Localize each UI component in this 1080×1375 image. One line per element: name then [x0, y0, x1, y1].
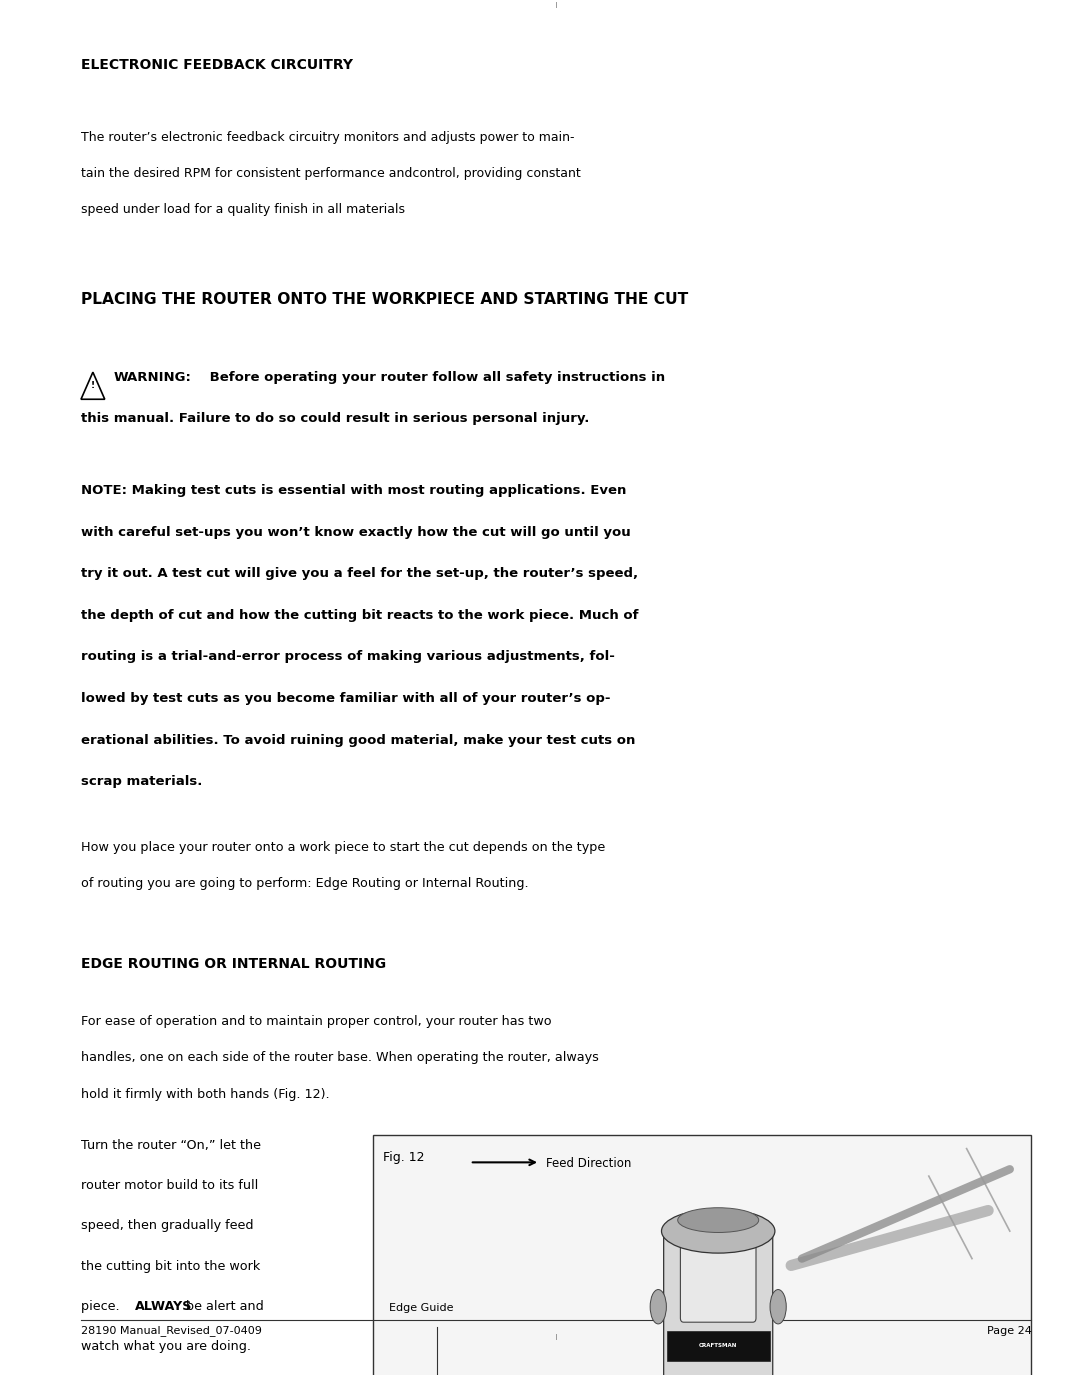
Text: with careful set-ups you won’t know exactly how the cut will go until you: with careful set-ups you won’t know exac… — [81, 525, 631, 539]
Text: watch what you are doing.: watch what you are doing. — [81, 1341, 251, 1353]
Text: speed under load for a quality finish in all materials: speed under load for a quality finish in… — [81, 204, 405, 216]
Text: Before operating your router follow all safety instructions in: Before operating your router follow all … — [205, 371, 665, 384]
Text: routing is a trial-and-error process of making various adjustments, fol-: routing is a trial-and-error process of … — [81, 650, 615, 663]
FancyBboxPatch shape — [663, 1226, 773, 1375]
Text: PLACING THE ROUTER ONTO THE WORKPIECE AND STARTING THE CUT: PLACING THE ROUTER ONTO THE WORKPIECE AN… — [81, 293, 688, 307]
Text: Edge Guide: Edge Guide — [389, 1302, 454, 1313]
Text: this manual. Failure to do so could result in serious personal injury.: this manual. Failure to do so could resu… — [81, 412, 590, 425]
Polygon shape — [81, 373, 105, 399]
Ellipse shape — [678, 1207, 759, 1232]
Text: router motor build to its full: router motor build to its full — [81, 1180, 258, 1192]
Ellipse shape — [650, 1290, 666, 1324]
Ellipse shape — [661, 1209, 775, 1253]
Text: Fig. 12: Fig. 12 — [383, 1151, 424, 1165]
Text: EDGE ROUTING OR INTERNAL ROUTING: EDGE ROUTING OR INTERNAL ROUTING — [81, 957, 387, 971]
Text: Feed Direction: Feed Direction — [546, 1156, 632, 1170]
Text: scrap materials.: scrap materials. — [81, 775, 202, 788]
Text: How you place your router onto a work piece to start the cut depends on the type: How you place your router onto a work pi… — [81, 842, 605, 854]
Text: !: ! — [91, 381, 95, 389]
Bar — [667, 1331, 769, 1361]
Text: speed, then gradually feed: speed, then gradually feed — [81, 1220, 254, 1232]
Text: Turn the router “On,” let the: Turn the router “On,” let the — [81, 1138, 261, 1152]
Text: ALWAYS: ALWAYS — [135, 1299, 193, 1313]
Text: CRAFTSMAN: CRAFTSMAN — [699, 1343, 738, 1348]
Text: the depth of cut and how the cutting bit reacts to the work piece. Much of: the depth of cut and how the cutting bit… — [81, 609, 638, 622]
Ellipse shape — [770, 1290, 786, 1324]
Text: For ease of operation and to maintain proper control, your router has two: For ease of operation and to maintain pr… — [81, 1015, 552, 1028]
FancyBboxPatch shape — [680, 1239, 756, 1323]
Text: erational abilities. To avoid ruining good material, make your test cuts on: erational abilities. To avoid ruining go… — [81, 733, 635, 747]
Text: of routing you are going to perform: Edge Routing or Internal Routing.: of routing you are going to perform: Edg… — [81, 877, 528, 890]
Text: The router’s electronic feedback circuitry monitors and adjusts power to main-: The router’s electronic feedback circuit… — [81, 131, 575, 144]
Text: handles, one on each side of the router base. When operating the router, always: handles, one on each side of the router … — [81, 1052, 599, 1064]
Text: Page 24: Page 24 — [986, 1326, 1031, 1335]
Text: try it out. A test cut will give you a feel for the set-up, the router’s speed,: try it out. A test cut will give you a f… — [81, 568, 638, 580]
Text: WARNING:: WARNING: — [113, 371, 191, 384]
Text: piece.: piece. — [81, 1299, 123, 1313]
Text: NOTE: Making test cuts is essential with most routing applications. Even: NOTE: Making test cuts is essential with… — [81, 484, 626, 498]
Text: lowed by test cuts as you become familiar with all of your router’s op-: lowed by test cuts as you become familia… — [81, 692, 610, 705]
Text: tain the desired RPM for consistent performance and​control, providing constant: tain the desired RPM for consistent perf… — [81, 168, 581, 180]
Text: the cutting bit into the work: the cutting bit into the work — [81, 1260, 260, 1273]
Text: be alert and: be alert and — [183, 1299, 264, 1313]
Text: hold it firmly with both hands (Fig. 12).: hold it firmly with both hands (Fig. 12)… — [81, 1088, 329, 1100]
Text: ELECTRONIC FEEDBACK CIRCUITRY: ELECTRONIC FEEDBACK CIRCUITRY — [81, 58, 353, 72]
Text: 28190 Manual_Revised_07-0409: 28190 Manual_Revised_07-0409 — [81, 1326, 261, 1336]
Bar — [373, 1134, 1031, 1375]
